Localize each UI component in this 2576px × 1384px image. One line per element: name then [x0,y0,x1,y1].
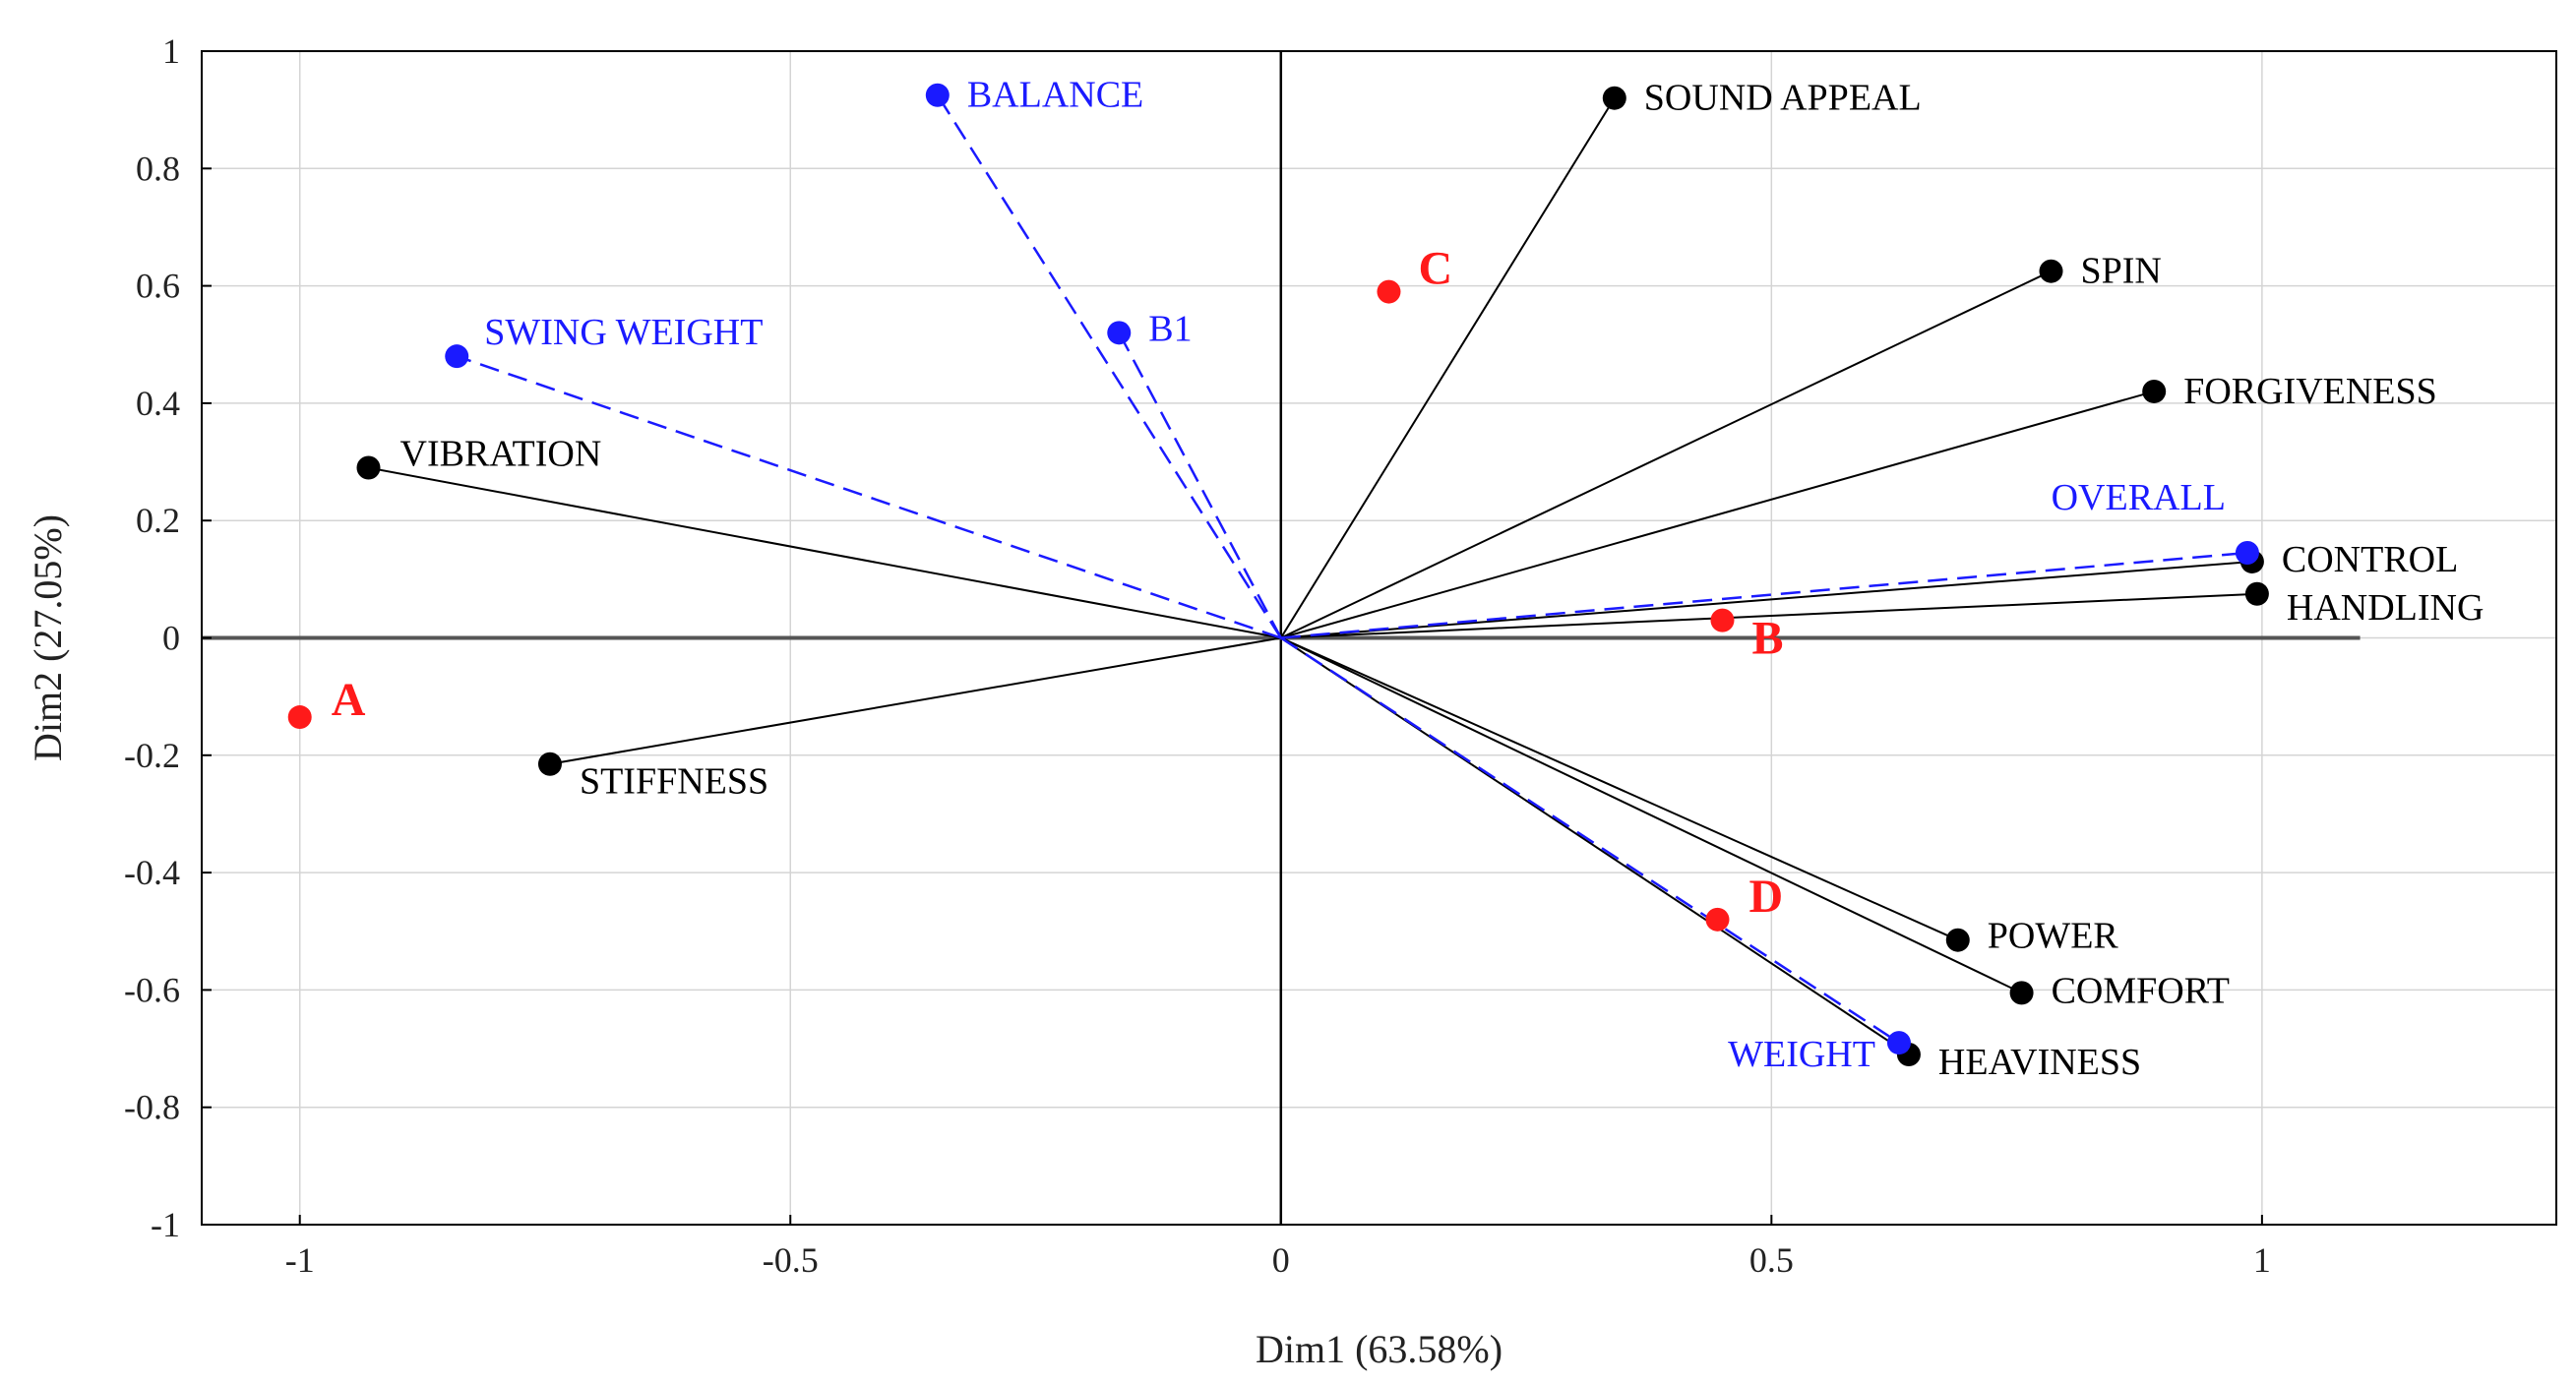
y-tick-label: 0 [162,619,180,658]
y-axis-title: Dim2 (27.05%) [26,514,70,761]
d-point [1705,907,1730,932]
stiffness-point [537,752,562,776]
power-label: POWER [1988,916,2119,957]
sound-appeal-vector [1279,97,1616,639]
c-label: C [1418,243,1452,295]
swing-weight-label: SWING WEIGHT [484,312,763,353]
power-vector [1280,636,1959,941]
weight-point [1886,1031,1911,1055]
weight-vector [1280,636,1900,1045]
x-tick-label: -1 [285,1240,315,1280]
swing-weight-point [445,344,469,369]
x-axis-title: Dim1 (63.58%) [1256,1327,1503,1371]
vibration-point [356,455,381,480]
y-tick-label: -0.2 [124,736,180,775]
overall-label: OVERALL [2052,477,2226,518]
spin-vector [1280,270,2052,639]
control-vector [1280,560,2252,639]
control-label: CONTROL [2282,539,2458,580]
x-tick-label: 1 [2253,1240,2271,1280]
tick-layer: -1 -0.5 0 0.5 1 1 0.8 0.6 0.4 0.2 0 -0.2 -0.4 -0.6 -0.… [124,31,2271,1280]
handling-point [2244,581,2269,606]
y-tick-label: 0.2 [136,501,180,540]
b1-point [1107,321,1132,345]
a-point [287,705,312,730]
overall-point [2235,541,2259,566]
heaviness-label: HEAVINESS [1938,1042,2141,1083]
b1-vector [1118,331,1282,639]
b1-label: B1 [1148,308,1192,349]
y-tick-label: 0.4 [136,384,180,423]
comfort-point [2009,981,2034,1005]
sound-appeal-label: SOUND APPEAL [1644,78,1922,119]
y-tick-label: -0.4 [124,853,180,892]
vibration-vector [368,466,1281,639]
balance-point [925,83,950,107]
balance-vector [936,94,1282,639]
forgiveness-point [2142,379,2167,403]
vibration-label: VIBRATION [400,434,602,475]
x-tick-label: 0.5 [1749,1240,1794,1280]
forgiveness-label: FORGIVENESS [2183,371,2437,412]
weight-label: WEIGHT [1728,1034,1875,1075]
power-point [1945,928,1970,952]
y-tick-label: 0.8 [136,149,180,188]
stiffness-vector [549,636,1281,765]
handling-label: HANDLING [2287,587,2484,629]
stiffness-label: STIFFNESS [580,761,768,803]
b-point [1710,608,1735,632]
comfort-label: COMFORT [2052,970,2230,1011]
y-tick-label: 1 [162,31,180,71]
y-tick-label: 0.6 [136,267,180,306]
spin-label: SPIN [2081,251,2162,292]
comfort-vector [1280,636,2023,994]
y-tick-label: -0.8 [124,1088,180,1127]
c-point [1377,279,1401,304]
label-layer: SOUND APPEAL SPIN FORGIVENESS CONTROL HANDLI… [332,75,2484,1083]
d-label: D [1748,871,1783,923]
spin-point [2039,259,2063,283]
heaviness-vector [1280,636,1910,1055]
point-layer [287,83,2269,1067]
balance-label: BALANCE [967,75,1143,116]
x-tick-label: -0.5 [763,1240,819,1280]
overall-vector [1280,551,2248,639]
forgiveness-vector [1280,391,2155,639]
b-label: B [1751,613,1783,665]
handling-vector [1280,592,2257,639]
swing-weight-vector [456,354,1282,639]
sound-appeal-point [1602,86,1626,110]
a-label: A [332,674,366,726]
x-tick-label: 0 [1272,1240,1290,1280]
vector-layer [368,94,2257,1055]
y-tick-label: -0.6 [124,970,180,1009]
y-tick-label: -1 [151,1205,180,1244]
